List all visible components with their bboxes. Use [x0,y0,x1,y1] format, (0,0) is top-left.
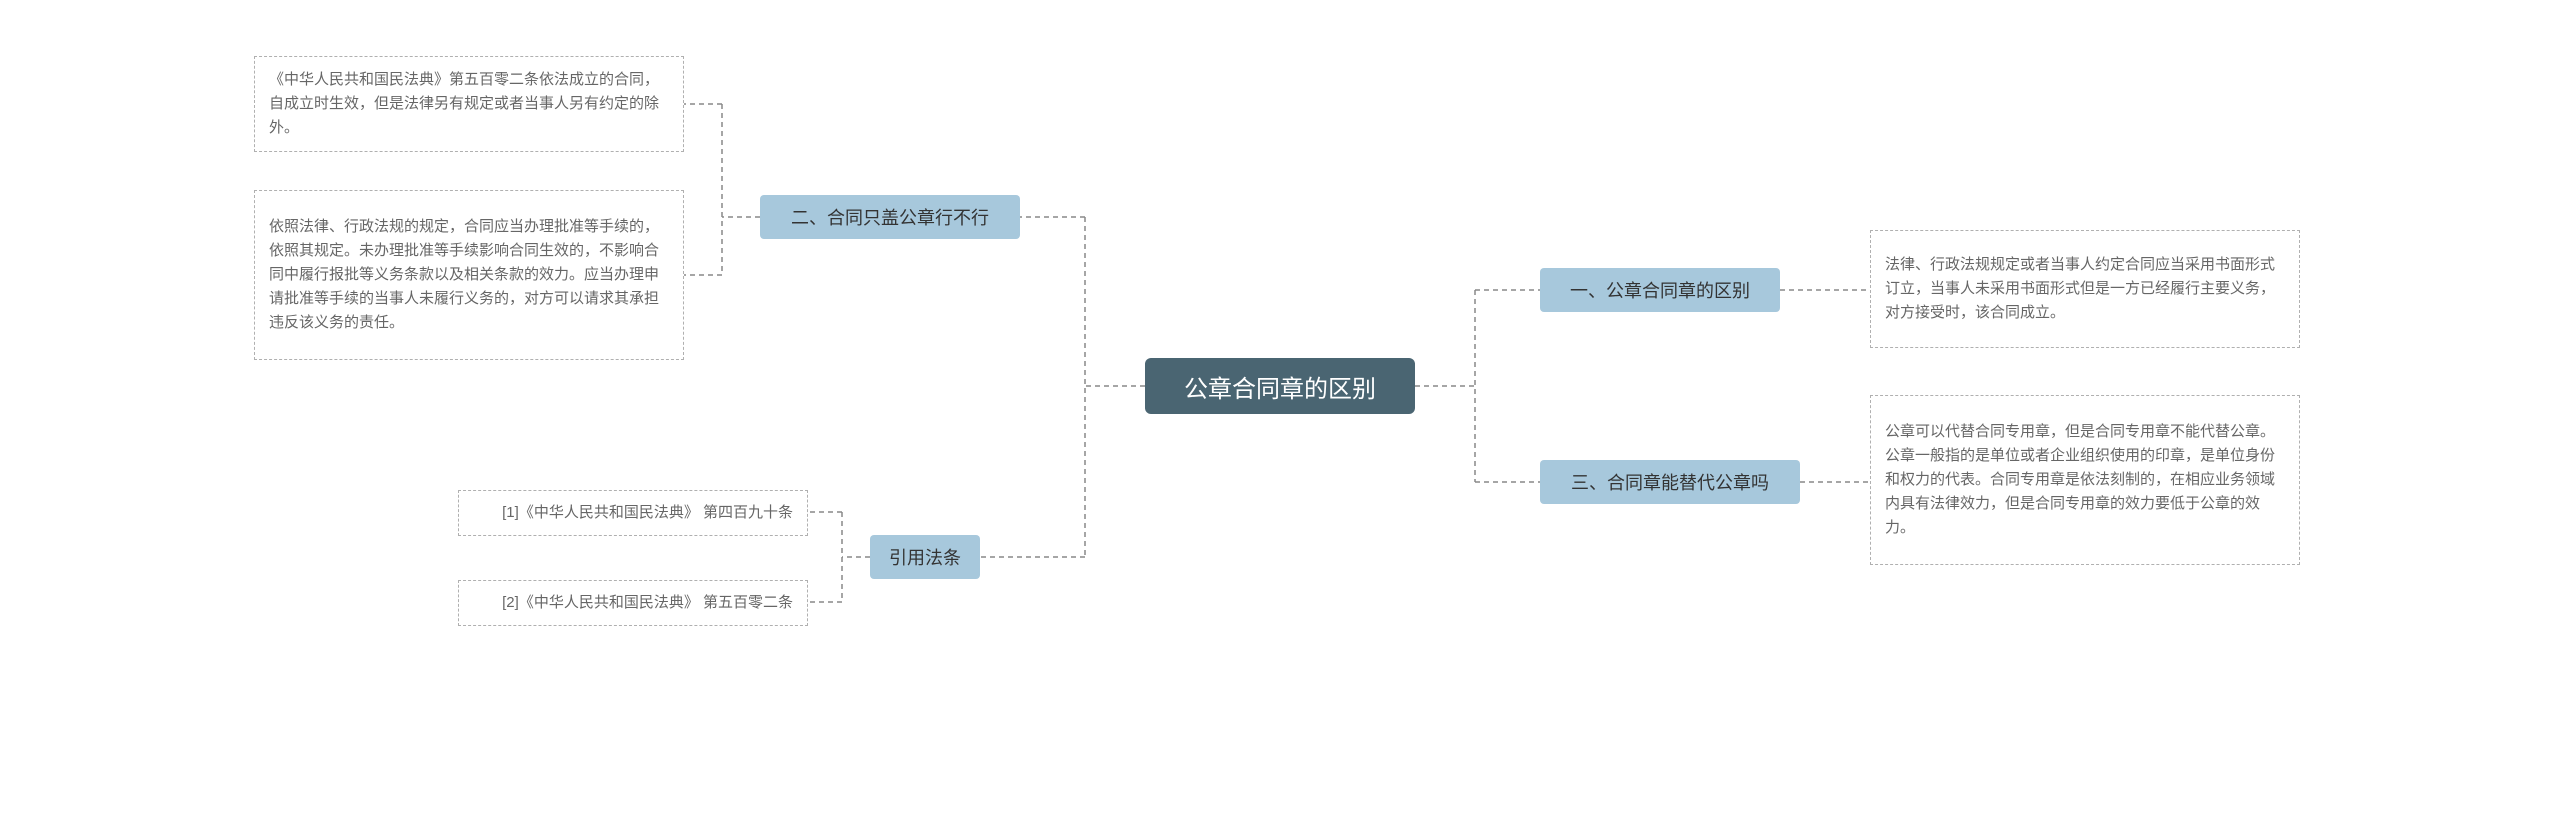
left-branch-0-leaf-0: 《中华人民共和国民法典》第五百零二条依法成立的合同，自成立时生效，但是法律另有规… [254,56,684,152]
root-node: 公章合同章的区别 [1145,358,1415,414]
right-branch-1-leaf-0: 公章可以代替合同专用章，但是合同专用章不能代替公章。公章一般指的是单位或者企业组… [1870,395,2300,565]
left-branch-0: 二、合同只盖公章行不行 [760,195,1020,239]
right-branch-1: 三、合同章能替代公章吗 [1540,460,1800,504]
left-branch-0-leaf-1: 依照法律、行政法规的规定，合同应当办理批准等手续的，依照其规定。未办理批准等手续… [254,190,684,360]
right-branch-0: 一、公章合同章的区别 [1540,268,1780,312]
right-branch-0-leaf-0: 法律、行政法规规定或者当事人约定合同应当采用书面形式订立，当事人未采用书面形式但… [1870,230,2300,348]
left-branch-1-leaf-0: [1]《中华人民共和国民法典》 第四百九十条 [458,490,808,536]
left-branch-1-leaf-1: [2]《中华人民共和国民法典》 第五百零二条 [458,580,808,626]
left-branch-1: 引用法条 [870,535,980,579]
